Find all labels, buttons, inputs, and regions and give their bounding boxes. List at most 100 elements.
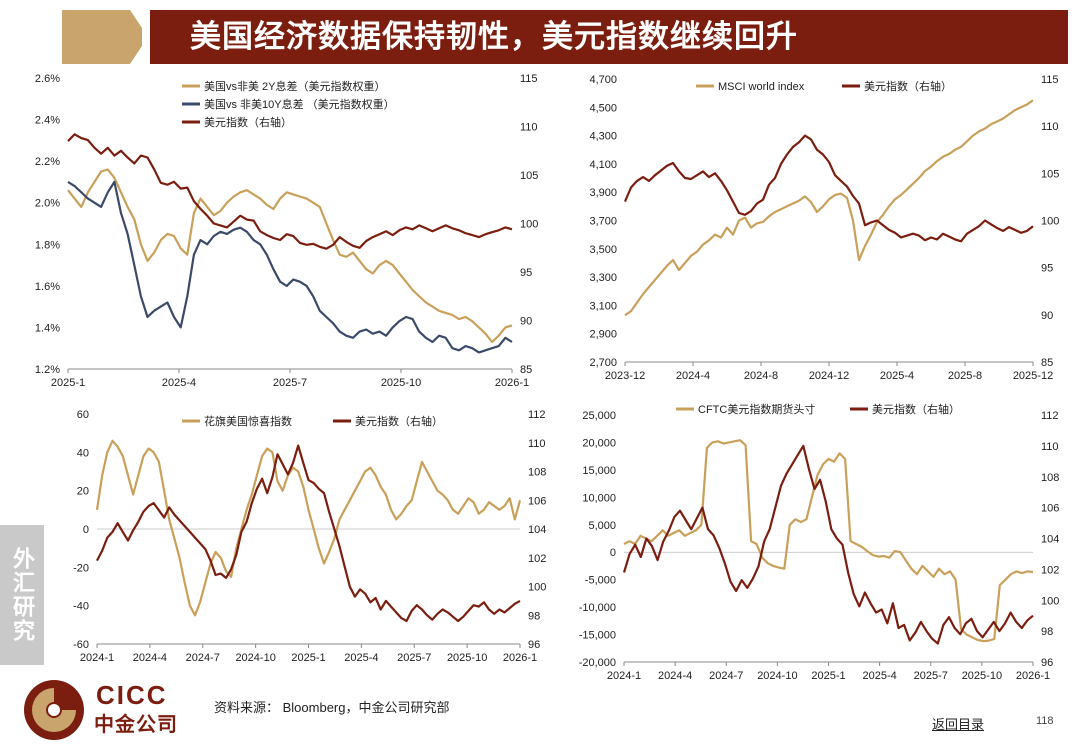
y-right-tick-label: 95 — [1041, 263, 1053, 275]
x-tick-label: 2025-12 — [1013, 370, 1053, 382]
y-right-tick-label: 110 — [528, 438, 546, 450]
x-tick-label: 2025-10 — [447, 652, 487, 664]
y-left-tick-label: 25,000 — [582, 410, 616, 422]
x-tick-label: 2025-8 — [948, 370, 982, 382]
series-line-tan — [623, 439, 1034, 643]
x-tick-label: 2024-10 — [235, 652, 275, 664]
y-left-tick-label: -10,000 — [579, 602, 616, 614]
series-line-navy — [67, 180, 513, 354]
y-left-tick-label: 20,000 — [582, 437, 616, 449]
x-tick-label: 2024-1 — [80, 652, 114, 664]
y-right-tick-label: 108 — [1041, 472, 1059, 484]
y-right-tick-label: 104 — [528, 524, 546, 536]
sidebar-tab: 外汇研究 — [0, 525, 44, 665]
x-tick-label: 2026-1 — [1016, 670, 1050, 682]
x-tick-label: 2025-7 — [914, 670, 948, 682]
sidebar-tab-label: 外汇研究 — [10, 547, 35, 643]
series-line-maroon — [622, 444, 1034, 645]
y-right-tick-label: 100 — [528, 582, 546, 594]
logo-text-cn: 中金公司 — [94, 714, 178, 736]
x-tick-label: 2024-4 — [658, 670, 692, 682]
y-right-tick-label: 106 — [1041, 503, 1059, 515]
y-right-tick-label: 90 — [520, 316, 532, 328]
y-left-tick-label: -5,000 — [585, 575, 616, 587]
y-right-tick-label: 102 — [1041, 564, 1059, 576]
legend-label: 美元指数（右轴） — [204, 115, 292, 129]
x-tick-label: 2024-1 — [607, 670, 641, 682]
y-right-tick-label: 100 — [1041, 216, 1059, 228]
y-right-tick-label: 85 — [1041, 357, 1053, 369]
x-tick-label: 2024-7 — [709, 670, 743, 682]
y-right-tick-label: 112 — [528, 409, 546, 421]
source-note: 资料来源： Bloomberg，中金公司研究部 — [214, 700, 450, 715]
legend-label: 美元指数（右轴） — [864, 79, 952, 93]
y-left-tick-label: 4,300 — [589, 131, 617, 143]
y-left-tick-label: 3,500 — [589, 244, 617, 256]
y-left-tick-label: 60 — [77, 409, 89, 421]
header-bar — [150, 10, 1068, 64]
back-to-contents-link[interactable]: 返回目录 — [932, 717, 985, 732]
y-right-tick-label: 100 — [520, 219, 538, 231]
y-right-tick-label: 110 — [1041, 441, 1059, 453]
x-tick-label: 2024-4 — [133, 652, 167, 664]
x-tick-label: 2025-4 — [344, 652, 378, 664]
x-tick-label: 2023-12 — [605, 370, 645, 382]
y-right-tick-label: 96 — [528, 639, 540, 651]
y-right-tick-label: 95 — [520, 267, 532, 279]
x-tick-label: 2024-10 — [757, 670, 797, 682]
x-tick-label: 2025-4 — [162, 377, 196, 389]
series-line-tan — [624, 99, 1034, 317]
y-right-tick-label: 96 — [1041, 657, 1053, 669]
header-accent-block — [62, 10, 142, 64]
y-left-tick-label: 10,000 — [582, 492, 616, 504]
y-left-tick-label: 1.4% — [35, 322, 60, 334]
y-left-tick-label: 2.0% — [35, 198, 60, 210]
x-tick-label: 2026-1 — [495, 377, 529, 389]
cicc-logo-icon — [24, 680, 84, 740]
x-tick-label: 2025-4 — [880, 370, 914, 382]
y-left-tick-label: 2,900 — [589, 329, 617, 341]
x-tick-label: 2024-8 — [744, 370, 778, 382]
x-tick-label: 2025-1 — [291, 652, 325, 664]
series-line-tan — [67, 168, 513, 344]
series-line-maroon — [623, 134, 1034, 243]
y-right-tick-label: 110 — [520, 122, 538, 134]
y-right-tick-label: 105 — [1041, 168, 1059, 180]
x-tick-label: 2025-1 — [811, 670, 845, 682]
y-left-tick-label: 4,700 — [589, 74, 617, 86]
y-left-tick-label: 3,300 — [589, 272, 617, 284]
x-tick-label: 2025-4 — [862, 670, 896, 682]
y-left-tick-label: 2.6% — [35, 73, 60, 85]
legend-label: CFTC美元指数期货头寸 — [698, 402, 815, 416]
series-line-maroon — [96, 444, 521, 623]
legend-label: 美元指数（右轴） — [355, 414, 443, 428]
x-tick-label: 2024-7 — [186, 652, 220, 664]
legend-label: 花旗美国惊喜指数 — [204, 414, 292, 428]
y-right-tick-label: 115 — [1041, 74, 1059, 86]
y-right-tick-label: 108 — [528, 467, 546, 479]
y-left-tick-label: 40 — [77, 447, 89, 459]
page-number: 118 — [1036, 715, 1054, 727]
y-left-tick-label: 2,700 — [589, 357, 617, 369]
y-left-tick-label: 1.2% — [35, 364, 60, 376]
y-left-tick-label: -20,000 — [579, 657, 616, 669]
y-right-tick-label: 115 — [520, 73, 538, 85]
y-left-tick-label: 2.2% — [35, 156, 60, 168]
page-title: 美国经济数据保持韧性，美元指数继续回升 — [190, 19, 798, 54]
x-tick-label: 2026-1 — [503, 652, 537, 664]
y-left-tick-label: 4,100 — [589, 159, 617, 171]
y-right-tick-label: 90 — [1041, 310, 1053, 322]
y-right-tick-label: 104 — [1041, 534, 1059, 546]
y-left-tick-label: -40 — [73, 601, 89, 613]
y-left-tick-label: 15,000 — [582, 465, 616, 477]
y-left-tick-label: 0 — [83, 524, 89, 536]
y-right-tick-label: 110 — [1041, 121, 1059, 133]
y-left-tick-label: 1.8% — [35, 239, 60, 251]
y-left-tick-label: 2.4% — [35, 115, 60, 127]
y-left-tick-label: -20 — [73, 562, 89, 574]
x-tick-label: 2024-12 — [809, 370, 849, 382]
x-tick-label: 2025-7 — [273, 377, 307, 389]
y-left-tick-label: -60 — [73, 639, 89, 651]
x-tick-label: 2024-4 — [676, 370, 710, 382]
